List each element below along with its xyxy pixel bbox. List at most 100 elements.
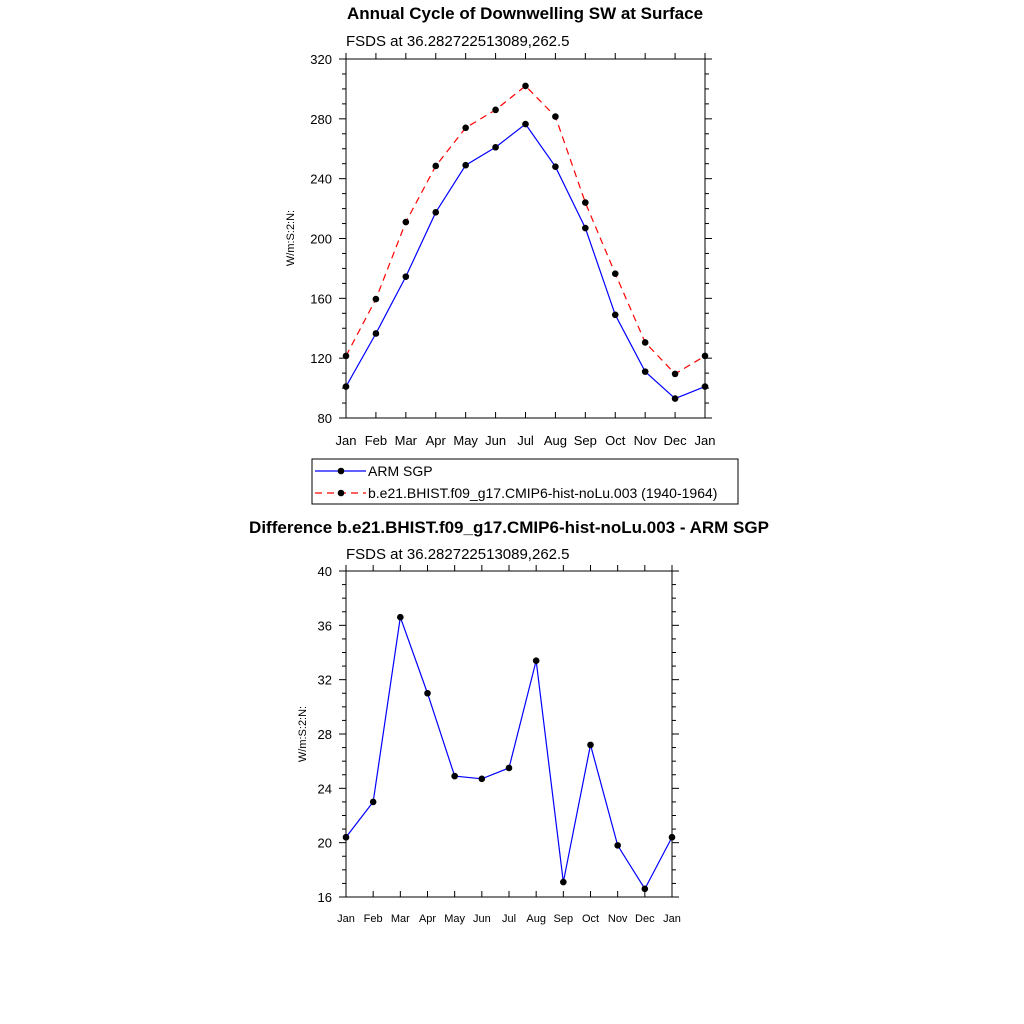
chart1-xtick-label: May <box>453 433 478 448</box>
chart2-ytick-label: 20 <box>318 836 332 851</box>
chart1-series-1-point <box>432 162 440 170</box>
chart1-ytick-label: 280 <box>310 112 332 127</box>
legend-marker-model <box>337 489 345 497</box>
legend-label-arm-sgp: ARM SGP <box>368 463 433 479</box>
chart2-xtick-label: Feb <box>364 913 383 925</box>
chart1-ylabel: W/m:S:2:N: <box>285 210 297 266</box>
chart2-plot-area: Jan Feb Mar Apr May Jun Jul Aug Sep Oct Nov Dec Jan 1… <box>318 564 681 925</box>
chart2-xtick-label: Mar <box>391 913 410 925</box>
chart2-xtick-label: Jan <box>337 913 355 925</box>
chart1-series-1-point <box>552 113 559 120</box>
chart2-series-0-point <box>641 885 649 893</box>
chart2-xtick-label: Oct <box>582 913 599 925</box>
chart1-xtick-label: Apr <box>426 433 447 448</box>
chart1-series-0-point <box>492 143 499 151</box>
chart2-series-0-point <box>424 689 431 697</box>
chart1-series-0-point <box>342 383 350 390</box>
annual-cycle-chart: Annual Cycle of Downwelling SW at Surfac… <box>285 4 739 505</box>
chart1-series-0-point <box>402 273 410 280</box>
chart1-series-0-point <box>671 395 679 402</box>
chart1-series-line-0 <box>345 123 706 400</box>
chart1-series-1-point <box>582 199 589 206</box>
chart1-xtick-label: Mar <box>395 433 418 448</box>
chart1-ytick-label: 160 <box>310 291 332 306</box>
chart1-ytick-label: 200 <box>310 232 332 247</box>
chart2-xtick-label: May <box>444 913 465 925</box>
chart1-series-0-point <box>522 120 529 128</box>
legend-marker-arm-sgp <box>337 467 345 475</box>
chart2-series-0-point <box>478 775 486 783</box>
chart1-xtick-label: Oct <box>605 433 626 448</box>
chart2-series-0-point <box>451 772 458 780</box>
chart1-ytick-label: 80 <box>318 411 332 426</box>
chart2-series-0-point <box>532 657 540 664</box>
chart1-series-1-point <box>402 218 410 226</box>
chart1-series-1-point <box>372 295 380 303</box>
chart2-xtick-label: Nov <box>608 913 628 925</box>
chart2-series-0-point <box>614 842 621 849</box>
chart1-series-1-point <box>522 82 529 90</box>
chart1-plot-area: Jan Feb Mar Apr May Jun Jul Aug Sep Oct Nov Dec Jan 8… <box>310 52 715 448</box>
chart1-series-1-point <box>611 270 619 277</box>
chart2-xtick-label: Jun <box>473 913 491 925</box>
chart1-ytick-label: 120 <box>310 351 332 366</box>
chart1-series-0-point <box>432 209 440 216</box>
chart2-series-0-point <box>397 613 404 621</box>
legend-label-model: b.e21.BHIST.f09_g17.CMIP6-hist-noLu.003 … <box>368 485 717 501</box>
chart2-xtick-label: Dec <box>635 913 655 925</box>
chart1-subtitle: FSDS at 36.282722513089,262.5 <box>346 33 570 50</box>
chart1-series-1-point <box>641 339 649 346</box>
chart1-series-0-point <box>582 224 589 232</box>
chart1-ytick-label: 320 <box>310 52 332 67</box>
chart1-xtick-label: Sep <box>574 433 597 448</box>
chart1-series-1-point <box>492 106 499 114</box>
chart1-series-line-1 <box>345 85 706 375</box>
chart2-series-line-0 <box>345 616 673 891</box>
chart2-title: Difference b.e21.BHIST.f09_g17.CMIP6-his… <box>249 518 769 537</box>
chart1-series-0-point <box>462 161 469 169</box>
chart1-xtick-label: Jan <box>695 433 716 448</box>
chart1-xtick-label: Aug <box>544 433 567 448</box>
chart1-series-0-point <box>641 368 649 375</box>
chart1-xtick-label: Dec <box>664 433 688 448</box>
chart2-series-0-point <box>505 764 513 772</box>
chart1-ytick-label: 240 <box>310 172 332 187</box>
chart1-series-0-point <box>552 163 559 170</box>
chart1-series-1-point <box>701 352 709 360</box>
chart2-series-0-point <box>587 741 594 749</box>
chart1-series-0-point <box>372 330 380 337</box>
chart2-series-0-point <box>560 878 567 886</box>
chart1-series-0-point <box>701 383 709 390</box>
chart1-series-1-point <box>462 124 469 132</box>
chart2-ytick-label: 16 <box>318 890 332 905</box>
chart2-xtick-label: Sep <box>554 913 574 925</box>
chart2-subtitle: FSDS at 36.282722513089,262.5 <box>346 546 570 563</box>
chart1-xtick-label: Nov <box>634 433 658 448</box>
chart1-series-1-point <box>342 352 350 360</box>
chart2-xtick-label: Aug <box>526 913 546 925</box>
chart1-xtick-label: Jun <box>485 433 506 448</box>
chart2-frame <box>345 570 673 898</box>
chart1-xtick-label: Jan <box>336 433 357 448</box>
chart2-xtick-label: Jul <box>502 913 516 925</box>
chart2-ytick-label: 32 <box>318 673 332 688</box>
chart2-series-0-point <box>369 798 377 806</box>
chart1-xtick-label: Feb <box>365 433 387 448</box>
chart1-series-1-point <box>671 370 679 378</box>
legend-box <box>311 458 739 505</box>
chart2-ytick-label: 36 <box>318 618 332 633</box>
chart1-series-0-point <box>611 311 619 319</box>
chart1-xtick-label: Jul <box>517 433 534 448</box>
chart2-ytick-label: 40 <box>318 564 332 579</box>
chart2-ytick-label: 24 <box>318 781 332 796</box>
chart1-frame <box>345 58 706 419</box>
chart1-title: Annual Cycle of Downwelling SW at Surfac… <box>347 4 703 23</box>
chart2-series-0-point <box>668 833 676 841</box>
chart2-xtick-label: Apr <box>419 913 436 925</box>
chart2-ytick-label: 28 <box>318 727 332 742</box>
chart2-xtick-label: Jan <box>663 913 681 925</box>
chart2-ylabel: W/m:S:2:N: <box>297 706 309 762</box>
chart2-series-0-point <box>342 833 350 841</box>
chart1-legend: ARM SGP b.e21.BHIST.f09_g17.CMIP6-hist-n… <box>311 458 739 505</box>
